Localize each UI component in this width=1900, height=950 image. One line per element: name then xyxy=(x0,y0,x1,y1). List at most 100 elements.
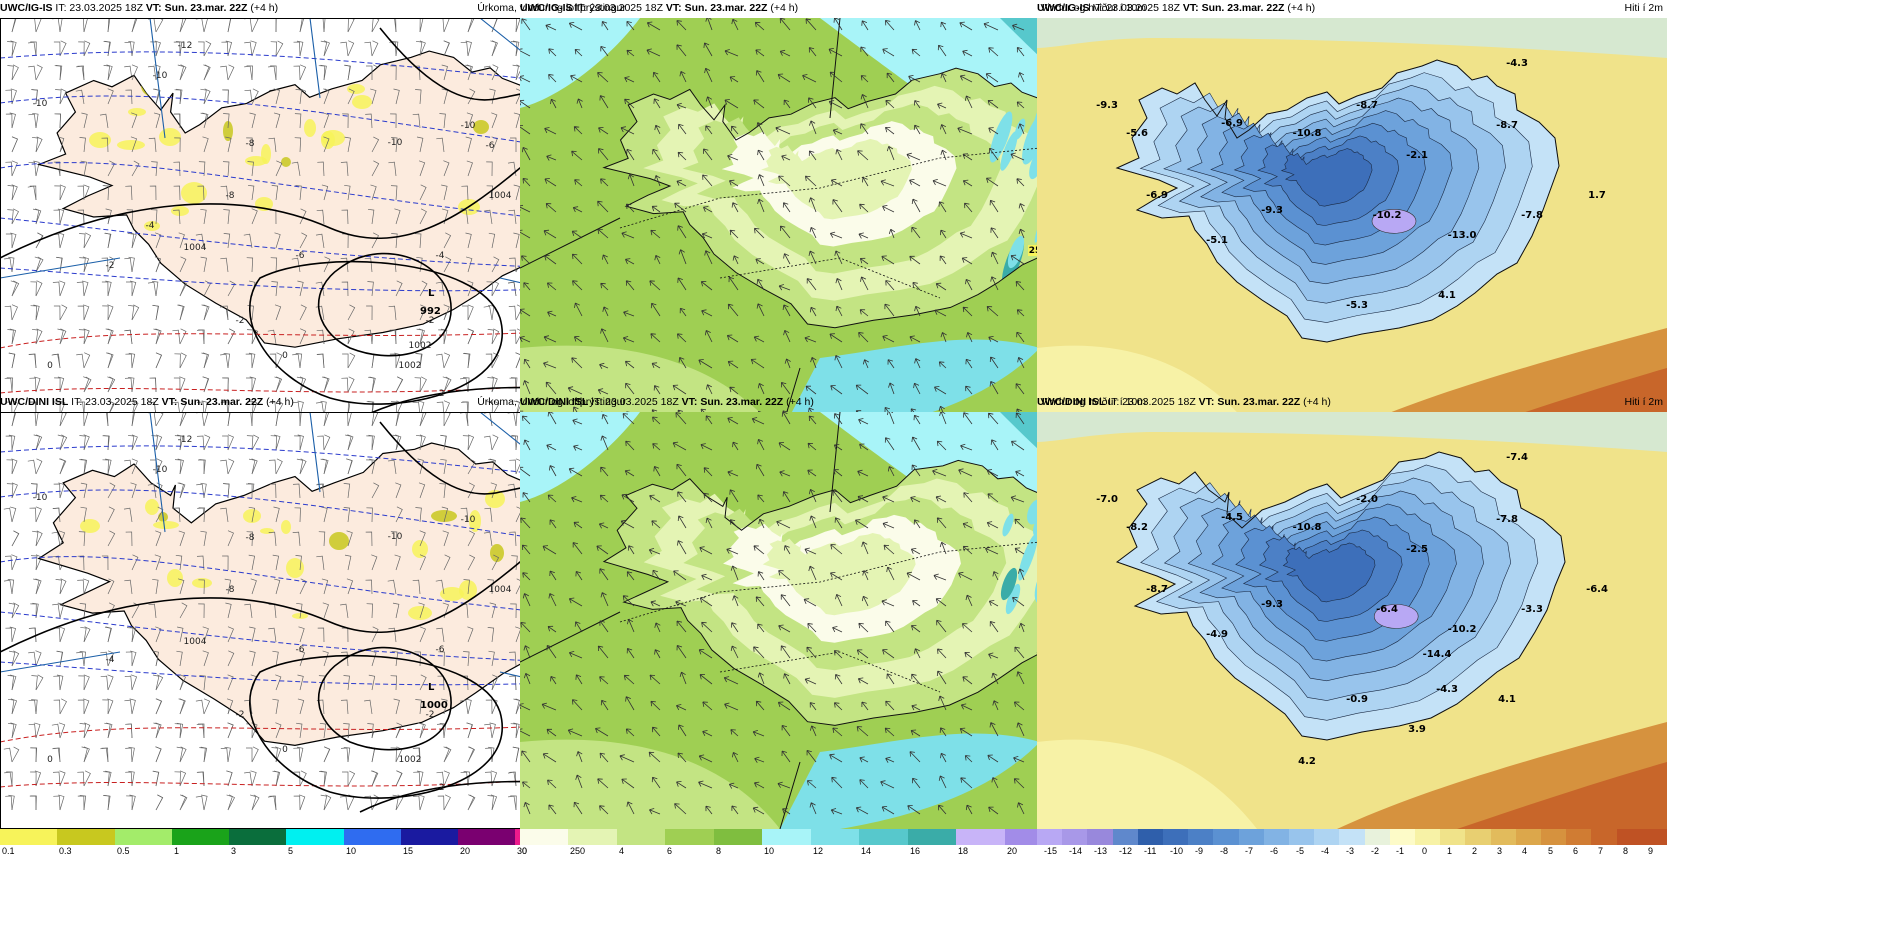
temperature-value: -7.8 xyxy=(1521,210,1543,221)
lead-time: (+4 h) xyxy=(770,2,799,14)
color-scale-tick: 0.5 xyxy=(117,846,130,856)
color-scale-swatch xyxy=(114,829,172,845)
color-scale-tick: 10 xyxy=(346,846,357,856)
color-scale-swatch xyxy=(616,829,666,845)
color-scale-tick: 1 xyxy=(174,846,180,856)
color-scale-swatch xyxy=(859,829,908,845)
color-scale-tick: 9 xyxy=(1648,846,1654,856)
color-scale-tick: -12 xyxy=(1119,846,1133,856)
lead-time: (+4 h) xyxy=(786,396,814,408)
temperature-value: -7.4 xyxy=(1506,452,1528,463)
temperature-label: -12 xyxy=(178,435,193,445)
color-scale-tick: 18 xyxy=(958,846,969,856)
init-time: IT: 23.03.2025 18Z xyxy=(71,396,159,408)
init-time: IT: 23.03.2025 18Z xyxy=(1108,396,1196,408)
model-name: UWC/IG-IS xyxy=(0,2,53,14)
temperature-label: -6 xyxy=(486,141,495,151)
temperature-value: -6.9 xyxy=(1221,118,1243,129)
temperature-label: -2 xyxy=(426,710,435,720)
color-scale-swatch xyxy=(1289,829,1315,845)
temperature-label: -2 xyxy=(106,261,115,271)
temperature-label: 0 xyxy=(282,745,288,755)
temperature-label: -10 xyxy=(461,121,476,131)
low-pressure-value: 1000 xyxy=(420,700,448,711)
forecast-panel-temp: UWC/IG-IS IT: 23.03.2025 18Z VT: Sun. 23… xyxy=(1037,0,1667,462)
low-pressure-marker: L xyxy=(428,682,435,693)
color-scale-swatch xyxy=(57,829,115,845)
color-scale-swatch xyxy=(1112,829,1138,845)
color-scale-swatch xyxy=(810,829,860,845)
temperature-value: -4.5 xyxy=(1221,512,1243,523)
map-temp: -7.0 -8.2 -4.5 -10.8 -2.0 -7.4 -7.8 -2.5 -6.4 -8.… xyxy=(1037,412,1667,829)
isobar-label: 1004 xyxy=(184,637,207,647)
color-scale-swatch xyxy=(1415,829,1441,845)
color-scale-bar xyxy=(1037,829,1668,845)
color-scale-tick: -15 xyxy=(1044,846,1058,856)
color-scale-tick: 8 xyxy=(1623,846,1629,856)
temperature-label: -12 xyxy=(178,41,193,51)
color-scale-tick: 1 xyxy=(1447,846,1453,856)
color-scale-swatch xyxy=(1465,829,1491,845)
grid-lines xyxy=(520,412,1150,829)
color-scale-swatch xyxy=(1087,829,1113,845)
low-pressure-marker: L xyxy=(428,288,435,299)
temperature-value: 4.1 xyxy=(1438,290,1456,301)
color-scale-tick: -4 xyxy=(1321,846,1330,856)
color-scale-tick: 8 xyxy=(716,846,722,856)
color-scale-swatch xyxy=(1062,829,1088,845)
temperature-value: -8.7 xyxy=(1496,120,1518,131)
color-scale-swatch xyxy=(713,829,763,845)
temperature-label: -10 xyxy=(153,71,168,81)
color-scale-swatch xyxy=(1515,829,1542,845)
color-scale-swatch xyxy=(568,829,617,845)
temperature-value: -3.3 xyxy=(1521,604,1543,615)
panel-title: Úrkoma, vindur og loftþrýstingur xyxy=(477,2,626,14)
temperature-value: -10.2 xyxy=(1373,210,1402,221)
gust-value: 25 xyxy=(1029,246,1042,256)
valid-time: Sun. 23.mar. 22Z xyxy=(164,2,248,14)
panel-header: UWC/DINI ISL IT: 23.03.2025 18Z VT: Sun.… xyxy=(1037,394,1667,410)
temperature-value: -5.1 xyxy=(1206,235,1228,246)
isobar-label: 1004 xyxy=(489,585,512,595)
color-scale-tick: 20 xyxy=(1007,846,1018,856)
temperature-label: -6 xyxy=(296,645,305,655)
color-scale-tick: 3 xyxy=(231,846,237,856)
color-scale-tick: 6 xyxy=(1573,846,1579,856)
temperature-label: -6 xyxy=(436,645,445,655)
temperature-value: -5.3 xyxy=(1346,300,1368,311)
valid-time-label: VT: xyxy=(1182,2,1199,14)
panel-header: UWC/IG-IS IT: 23.03.2025 18Z VT: Sun. 23… xyxy=(1037,0,1667,16)
color-scale-tick: -7 xyxy=(1245,846,1254,856)
model-name: UWC/DINI ISL xyxy=(0,396,69,408)
color-scale-tick: 4 xyxy=(1522,846,1528,856)
lead-time: (+4 h) xyxy=(266,396,294,408)
isobar-label: 1002 xyxy=(399,755,422,765)
temperature-label: -4 xyxy=(436,251,445,261)
temperature-value: -5.6 xyxy=(1126,128,1148,139)
color-scale-swatch xyxy=(1641,829,1668,845)
init-time: IT: 23.03.2025 18Z xyxy=(1092,2,1180,14)
temperature-value: -0.9 xyxy=(1346,694,1368,705)
temperature-label: -8 xyxy=(226,191,235,201)
color-scale-swatch xyxy=(1339,829,1365,845)
temperature-value: -2.1 xyxy=(1406,150,1428,161)
temperature-value: -6.4 xyxy=(1376,604,1398,615)
color-scale-swatch xyxy=(956,829,1005,845)
isobar-label: 1002 xyxy=(399,361,422,371)
color-scale-swatch xyxy=(1541,829,1567,845)
model-name: UWC/IG-IS xyxy=(520,2,573,14)
temperature-label: -2 xyxy=(436,783,445,793)
color-scale-tick: 0 xyxy=(1422,846,1428,856)
temperature-label: -4 xyxy=(106,655,115,665)
temperature-label: -2 xyxy=(426,316,435,326)
temperature-value: -9.3 xyxy=(1096,100,1118,111)
temperature-label: -2 xyxy=(436,389,445,399)
lead-time: (+4 h) xyxy=(250,2,279,14)
temperature-value: -6.4 xyxy=(1586,584,1608,595)
temperature-isolines xyxy=(0,51,621,394)
panel-title: Hiti í 2m xyxy=(1624,2,1663,14)
valid-time: Sun. 23.mar. 22Z xyxy=(1217,396,1301,408)
temperature-value: -8.2 xyxy=(1126,522,1148,533)
panel-title: Hiti í 2m xyxy=(1624,396,1663,408)
color-scale-swatch xyxy=(1163,829,1189,845)
